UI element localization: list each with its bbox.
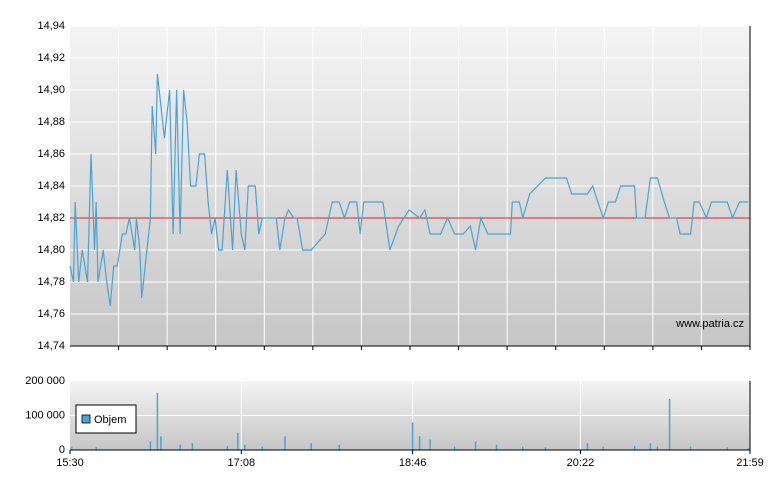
volume-bar xyxy=(656,446,659,450)
y-tick-label: 14,90 xyxy=(37,84,65,96)
y-tick-label: 14,92 xyxy=(37,52,65,64)
y-tick-label: 14,76 xyxy=(37,308,65,320)
volume-bar xyxy=(160,436,162,450)
x-tick-label: 21:59 xyxy=(736,457,764,469)
volume-bar xyxy=(156,393,159,450)
volume-bar xyxy=(544,447,547,450)
volume-bar xyxy=(495,444,498,450)
y-tick-label: 14,86 xyxy=(37,148,65,160)
volume-bar xyxy=(633,445,636,450)
volume-bar xyxy=(70,446,73,450)
volume-bar xyxy=(237,432,239,450)
legend-label: Objem xyxy=(94,414,126,426)
x-tick-label: 17:08 xyxy=(228,457,256,469)
y-tick-label: 14,84 xyxy=(37,180,65,192)
price-line xyxy=(69,73,749,307)
x-tick-label: 18:46 xyxy=(399,457,427,469)
volume-bar xyxy=(668,398,671,450)
volume-bar xyxy=(726,447,729,450)
x-tick-label: 20:22 xyxy=(567,457,595,469)
volume-bar xyxy=(191,443,194,450)
y-tick-label: 14,82 xyxy=(37,212,65,224)
volume-bar xyxy=(602,446,604,450)
y-tick-label: 14,74 xyxy=(37,340,65,352)
volume-bar xyxy=(244,444,246,450)
volume-bar xyxy=(689,446,692,450)
y-tick-label: 14,94 xyxy=(37,20,65,32)
y-tick-label: 14,78 xyxy=(37,276,65,288)
volume-bar xyxy=(261,446,264,450)
volume-bar xyxy=(95,447,97,450)
volume-bar xyxy=(586,443,589,450)
volume-bar xyxy=(649,443,652,450)
volume-bar xyxy=(226,445,229,450)
volume-bar xyxy=(747,448,750,450)
volume-bar xyxy=(411,422,414,450)
volume-bar xyxy=(310,443,312,450)
volume-bar xyxy=(338,444,340,450)
volume-bar xyxy=(522,446,524,450)
volume-bar xyxy=(149,441,152,450)
volume-bar xyxy=(453,446,456,450)
y-tick-label: 14,88 xyxy=(37,116,65,128)
x-tick-label: 15:30 xyxy=(56,457,84,469)
legend-swatch xyxy=(81,414,91,424)
volume-bar xyxy=(474,441,477,450)
volume-bar xyxy=(179,444,181,450)
volume-bar xyxy=(429,439,431,450)
volume-bar xyxy=(418,436,421,450)
y-tick-label: 14,80 xyxy=(37,244,65,256)
watermark: www.patria.cz xyxy=(675,318,744,330)
volume-bar xyxy=(284,436,286,450)
y-tick-label: 0 xyxy=(59,444,65,456)
y-tick-label: 200 000 xyxy=(25,375,65,387)
y-tick-label: 100 000 xyxy=(25,409,65,421)
